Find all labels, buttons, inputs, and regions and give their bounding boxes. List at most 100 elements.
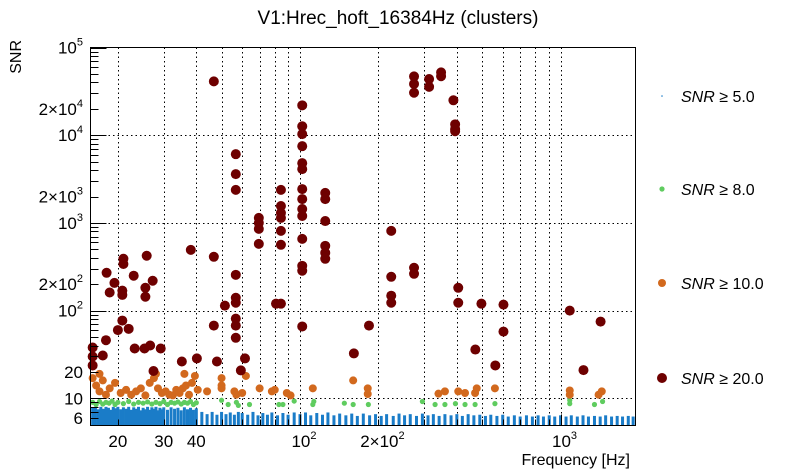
data-point xyxy=(397,413,401,426)
data-point xyxy=(462,401,468,408)
data-point xyxy=(461,389,470,398)
data-point xyxy=(320,216,331,227)
data-point xyxy=(180,369,189,378)
data-point xyxy=(230,313,241,324)
data-point xyxy=(420,413,424,426)
plot-area xyxy=(87,67,635,426)
data-point xyxy=(281,413,285,426)
data-point xyxy=(292,412,296,426)
data-point xyxy=(320,414,324,426)
data-point xyxy=(117,315,128,326)
data-point xyxy=(536,415,540,426)
data-point xyxy=(165,409,169,426)
data-point xyxy=(109,398,115,404)
data-point xyxy=(592,415,596,426)
data-point xyxy=(483,415,487,426)
data-point xyxy=(111,378,120,387)
data-point xyxy=(297,100,308,111)
data-point xyxy=(409,87,420,98)
data-point xyxy=(191,353,202,364)
data-point xyxy=(185,390,194,399)
data-point xyxy=(101,390,110,399)
data-point xyxy=(122,385,131,394)
data-point xyxy=(91,407,95,426)
data-point xyxy=(320,240,331,251)
data-point xyxy=(368,415,372,426)
data-point xyxy=(126,398,132,405)
data-point xyxy=(109,409,113,426)
data-point xyxy=(176,356,187,367)
data-point xyxy=(297,184,308,195)
data-point xyxy=(310,401,316,408)
data-point xyxy=(575,416,579,426)
data-point xyxy=(116,406,120,426)
data-point xyxy=(181,381,190,390)
data-point xyxy=(275,225,286,236)
legend: SNR ≥ 5.0 SNR ≥ 8.0 SNR ≥ 10.0 SNR ≥ 20.0 xyxy=(657,89,764,388)
data-point xyxy=(599,398,606,405)
data-point xyxy=(150,407,154,426)
data-point xyxy=(253,223,264,234)
data-point xyxy=(440,387,449,396)
data-point xyxy=(437,415,441,426)
data-point xyxy=(88,374,97,383)
data-point xyxy=(169,407,173,426)
data-point xyxy=(275,239,286,250)
data-point xyxy=(101,408,105,426)
data-point xyxy=(501,414,505,426)
legend-label: SNR ≥ 10.0 xyxy=(681,276,764,293)
data-point xyxy=(121,407,125,426)
data-point xyxy=(298,414,302,426)
data-point xyxy=(161,398,167,405)
legend-entry: SNR ≥ 8.0 xyxy=(659,182,755,199)
axis-tick-labels: 105 2×104 104 2×103 103 2×102 102 20 106 20 30 40 10… xyxy=(39,37,577,452)
y-tick-label: 105 xyxy=(58,37,83,58)
data-point xyxy=(228,412,232,426)
data-point xyxy=(220,411,224,426)
data-point xyxy=(120,401,127,407)
legend-entry: SNR ≥ 10.0 xyxy=(658,276,764,293)
data-point xyxy=(149,401,155,407)
data-point xyxy=(436,71,447,82)
data-point xyxy=(363,320,374,331)
data-point xyxy=(147,275,158,286)
data-point xyxy=(276,415,280,426)
data-point xyxy=(235,365,246,376)
data-point xyxy=(578,365,589,376)
data-point xyxy=(597,387,606,396)
data-point xyxy=(450,126,461,137)
legend-marker xyxy=(661,95,663,97)
data-point xyxy=(365,401,371,408)
data-point xyxy=(565,390,574,399)
data-point xyxy=(93,401,99,408)
data-point xyxy=(386,290,397,301)
data-point xyxy=(355,415,359,426)
data-point xyxy=(190,371,199,380)
data-point xyxy=(478,414,482,426)
data-point xyxy=(297,204,308,215)
data-point xyxy=(145,340,156,351)
data-point xyxy=(379,415,383,426)
data-point xyxy=(297,129,308,140)
data-point xyxy=(595,316,606,327)
data-point xyxy=(512,415,516,426)
data-point xyxy=(631,416,635,426)
data-point xyxy=(92,381,101,390)
data-point xyxy=(187,378,196,387)
data-point xyxy=(291,398,297,404)
x-tick-label: 20 xyxy=(108,432,127,451)
data-point xyxy=(235,402,241,409)
data-point xyxy=(225,401,231,408)
data-point xyxy=(320,253,331,264)
y-tick-label: 103 xyxy=(58,212,83,233)
data-point xyxy=(559,415,563,426)
data-point xyxy=(270,412,274,426)
data-point xyxy=(498,326,509,337)
data-point xyxy=(386,225,397,236)
legend-label: SNR ≥ 8.0 xyxy=(681,182,755,199)
data-point xyxy=(466,414,470,426)
data-point xyxy=(246,401,253,408)
data-point xyxy=(239,353,250,364)
data-point xyxy=(230,269,241,280)
x-tick-label: 40 xyxy=(187,432,206,451)
